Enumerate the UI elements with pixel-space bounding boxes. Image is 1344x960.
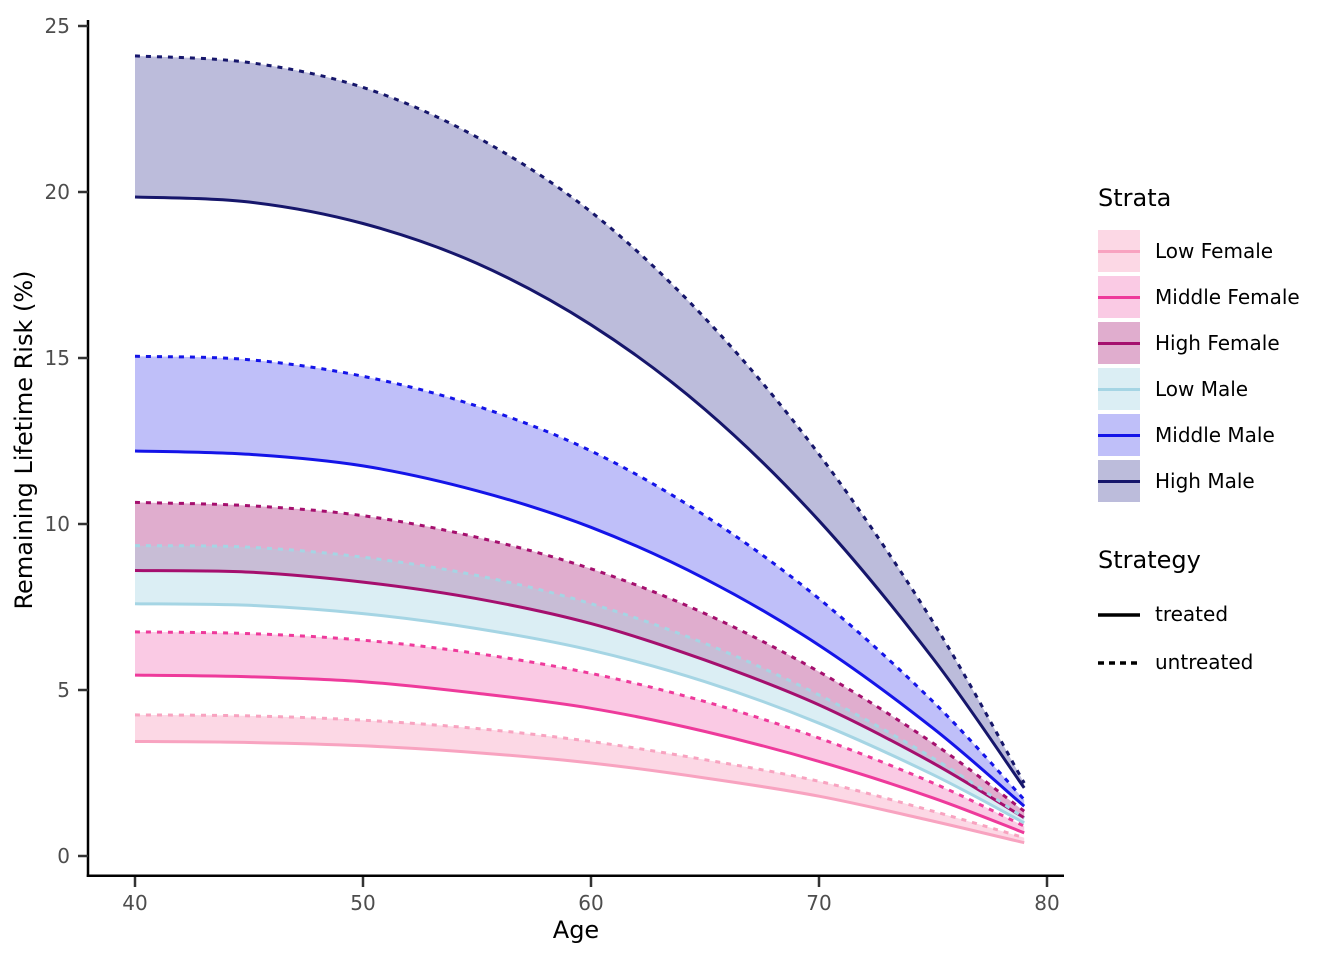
y-tick-label: 5: [57, 678, 70, 702]
curve-middle-male-treated: [134, 449, 1026, 808]
treated-linetype-icon: [1098, 605, 1140, 624]
curve-high-male-untreated: [134, 54, 1026, 784]
curve-low-male-treated: [134, 602, 1025, 825]
legend-item-high-female: High Female: [1098, 320, 1344, 366]
x-tick-label: 60: [578, 891, 603, 915]
curve-low-female-untreated: [134, 713, 1025, 840]
x-axis-title: Age: [553, 916, 599, 944]
legend-keyline-icon: [1098, 249, 1140, 253]
y-tick-label: 25: [45, 14, 70, 38]
strategy-legend-title: Strategy: [1098, 546, 1201, 574]
ribbon-middle-male: [135, 356, 1025, 807]
x-tick-label: 70: [806, 891, 831, 915]
y-tick-label: 0: [57, 844, 70, 868]
legend-keyline-icon: [1098, 387, 1140, 391]
legend-item-treated: treated: [1098, 590, 1344, 638]
legend-swatch-icon: [1098, 368, 1140, 410]
y-axis-ticks: 0 5 10 15 20 25: [45, 14, 88, 868]
legend-swatch-icon: [1098, 230, 1140, 272]
legend-keyline-icon: [1098, 295, 1140, 299]
x-tick-label: 40: [122, 891, 147, 915]
curve-middle-female-treated: [134, 673, 1025, 835]
legend: Strata Low Female Middle Female High Femal…: [1098, 184, 1344, 686]
axes-layer: 40 50 60 70 80 0 5 10 15 20 25 Age Remaining Life…: [10, 14, 1064, 944]
curve-high-female-treated: [134, 569, 1025, 820]
legend-item-label: Middle Female: [1155, 285, 1300, 309]
legend-item-low-male: Low Male: [1098, 366, 1344, 412]
ribbon-high-male: [135, 55, 1025, 788]
curve-low-female-treated: [134, 740, 1025, 845]
ribbon-low-male: [135, 545, 1025, 823]
x-tick-label: 80: [1034, 891, 1059, 915]
y-tick-label: 20: [45, 180, 70, 204]
legend-item-label: High Female: [1155, 331, 1280, 355]
x-tick-label: 50: [350, 891, 375, 915]
legend-item-high-male: High Male: [1098, 458, 1344, 504]
legend-item-label: Low Female: [1155, 239, 1274, 263]
ribbon-low-female: [135, 714, 1025, 843]
strategy-legend: Strategy treated untreated: [1098, 546, 1344, 686]
ribbon-middle-female: [135, 631, 1025, 833]
legend-item-low-female: Low Female: [1098, 228, 1344, 274]
legend-item-label: treated: [1155, 602, 1229, 626]
curve-high-female-untreated: [134, 500, 1026, 813]
untreated-linetype-icon: [1098, 653, 1140, 672]
legend-item-label: Middle Male: [1155, 423, 1275, 447]
legend-swatch-icon: [1098, 460, 1140, 502]
legend-item-label: untreated: [1155, 650, 1254, 674]
x-axis-ticks: 40 50 60 70 80: [122, 877, 1060, 915]
strata-legend-rows: Low Female Middle Female High Female Low Ma…: [1098, 228, 1344, 504]
legend-item-label: High Male: [1155, 469, 1255, 493]
y-tick-label: 10: [45, 512, 70, 536]
y-axis-title: Remaining Lifetime Risk (%): [10, 270, 38, 609]
curve-middle-female-untreated: [134, 630, 1025, 828]
curve-layer: [134, 54, 1026, 845]
legend-item-untreated: untreated: [1098, 638, 1344, 686]
legend-item-middle-male: Middle Male: [1098, 412, 1344, 458]
y-tick-label: 15: [45, 346, 70, 370]
legend-item-middle-female: Middle Female: [1098, 274, 1344, 320]
ribbon-layer: [135, 55, 1025, 843]
legend-swatch-icon: [1098, 414, 1140, 456]
legend-keyline-icon: [1098, 433, 1140, 437]
curve-high-male-treated: [134, 195, 1026, 789]
legend-item-label: Low Male: [1155, 377, 1249, 401]
strata-legend-title: Strata: [1098, 184, 1172, 212]
legend-swatch-icon: [1098, 322, 1140, 364]
strategy-legend-rows: treated untreated: [1098, 590, 1344, 686]
legend-keyline-icon: [1098, 479, 1140, 483]
legend-keyline-icon: [1098, 341, 1140, 345]
legend-swatch-icon: [1098, 276, 1140, 318]
